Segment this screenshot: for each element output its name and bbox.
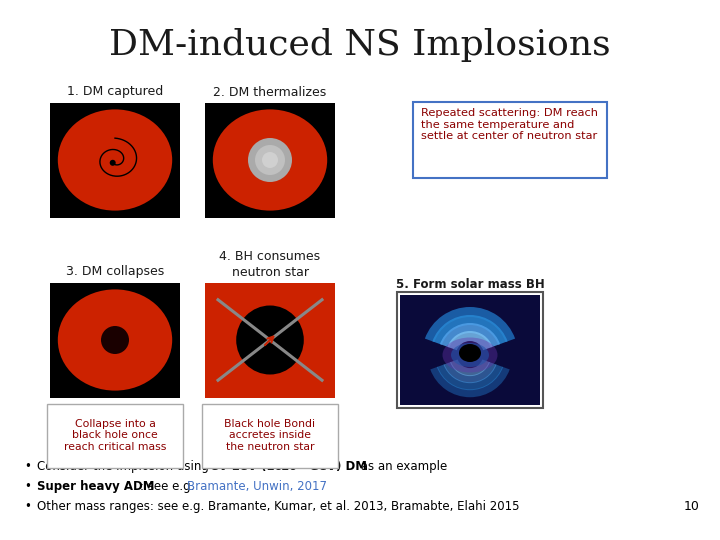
- Ellipse shape: [443, 338, 498, 373]
- Bar: [205, 103, 335, 218]
- Wedge shape: [437, 364, 503, 390]
- FancyBboxPatch shape: [202, 403, 338, 468]
- Ellipse shape: [213, 110, 327, 211]
- Text: •: •: [25, 460, 35, 473]
- Wedge shape: [433, 315, 508, 345]
- Text: 3. DM collapses: 3. DM collapses: [66, 266, 164, 279]
- Text: : see e.g.: : see e.g.: [140, 480, 198, 493]
- Bar: [397, 292, 543, 408]
- FancyBboxPatch shape: [47, 403, 183, 468]
- Bar: [50, 103, 180, 218]
- Text: Collapse into a
black hole once
reach critical mass: Collapse into a black hole once reach cr…: [64, 419, 166, 452]
- Circle shape: [255, 145, 285, 175]
- Circle shape: [262, 152, 278, 168]
- Text: 5. Form solar mass BH: 5. Form solar mass BH: [395, 278, 544, 291]
- Text: Other mass ranges: see e.g. Bramante, Kumar, et al. 2013, Bramabte, Elahi 2015: Other mass ranges: see e.g. Bramante, Ku…: [37, 500, 520, 513]
- Text: •: •: [25, 500, 35, 513]
- Text: 2. DM thermalizes: 2. DM thermalizes: [213, 85, 327, 98]
- FancyBboxPatch shape: [413, 102, 607, 178]
- Wedge shape: [440, 323, 500, 347]
- Text: PeV-EeV (10: PeV-EeV (10: [202, 460, 283, 473]
- Text: 6: 6: [269, 457, 275, 466]
- Ellipse shape: [451, 343, 489, 367]
- Ellipse shape: [58, 110, 172, 211]
- Bar: [205, 282, 335, 397]
- Text: 4. BH consumes
neutron star: 4. BH consumes neutron star: [220, 251, 320, 279]
- Text: GeV) DM: GeV) DM: [305, 460, 367, 473]
- Bar: [400, 295, 540, 405]
- Wedge shape: [447, 331, 492, 350]
- Ellipse shape: [58, 289, 172, 390]
- Text: -10: -10: [276, 460, 297, 473]
- Text: 9: 9: [298, 457, 305, 466]
- Text: •: •: [25, 480, 35, 493]
- Text: as an example: as an example: [357, 460, 447, 473]
- Circle shape: [248, 138, 292, 182]
- Bar: [50, 282, 180, 397]
- Text: Bramante, Unwin, 2017: Bramante, Unwin, 2017: [187, 480, 327, 493]
- Ellipse shape: [236, 306, 304, 375]
- Circle shape: [109, 160, 116, 166]
- Text: Consider the implosion using: Consider the implosion using: [37, 460, 212, 473]
- Text: Repeated scattering: DM reach
the same temperature and
settle at center of neutr: Repeated scattering: DM reach the same t…: [421, 108, 598, 141]
- Wedge shape: [444, 362, 497, 383]
- Ellipse shape: [459, 344, 481, 362]
- Text: 1. DM captured: 1. DM captured: [67, 85, 163, 98]
- Wedge shape: [450, 360, 490, 376]
- Text: 10: 10: [684, 500, 700, 513]
- Text: Super heavy ADM: Super heavy ADM: [37, 480, 155, 493]
- Text: DM-induced NS Implosions: DM-induced NS Implosions: [109, 28, 611, 62]
- Wedge shape: [431, 367, 510, 397]
- Ellipse shape: [101, 326, 129, 354]
- Text: Black hole Bondi
accretes inside
the neutron star: Black hole Bondi accretes inside the neu…: [225, 419, 315, 452]
- Wedge shape: [425, 307, 515, 342]
